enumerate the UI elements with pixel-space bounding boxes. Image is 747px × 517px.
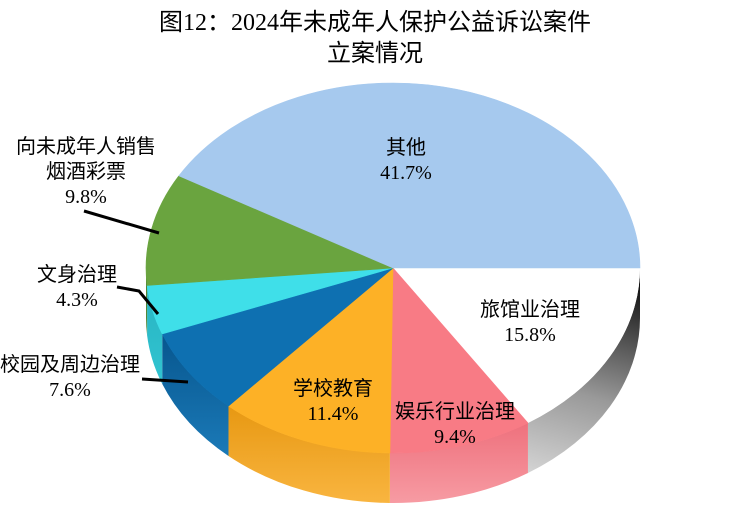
label-sell-tobacco-pct: 9.8% (65, 186, 107, 208)
label-sell-tobacco: 向未成年人销售 烟酒彩票 9.8% (16, 135, 156, 210)
leader-line-sell-tobacco (83, 209, 160, 235)
label-school-name: 学校教育 (293, 378, 373, 400)
pie-slice-other (178, 82, 641, 269)
label-campus-pct: 7.6% (49, 379, 91, 401)
pie-side-hotel (527, 268, 640, 473)
label-sell-tobacco-name-2: 烟酒彩票 (46, 161, 126, 183)
label-school-pct: 11.4% (307, 403, 359, 425)
leader-line-campus (141, 377, 189, 384)
label-sell-tobacco-name-1: 向未成年人销售 (16, 136, 156, 158)
leader-line-tattoo (116, 285, 160, 315)
label-entertainment: 娱乐行业治理 9.4% (395, 400, 515, 450)
pie-slice-sell-tobacco (145, 175, 394, 286)
pie-slice-school (228, 267, 394, 454)
pie-slice-hotel (393, 268, 640, 423)
chart-title-line2: 立案情况 (327, 41, 423, 67)
label-campus: 校园及周边治理 7.6% (0, 353, 140, 403)
pie-side-entertainment (389, 422, 528, 503)
label-tattoo: 文身治理 4.3% (37, 263, 117, 313)
chart-title-line1: 图12：2024年未成年人保护公益诉讼案件 (159, 10, 591, 36)
pie-slice-campus (161, 267, 394, 407)
label-other: 其他 41.7% (380, 136, 432, 186)
label-hotel-name: 旅馆业治理 (480, 299, 580, 321)
label-tattoo-name: 文身治理 (37, 264, 117, 286)
label-school: 学校教育 11.4% (293, 377, 373, 427)
pie-slice-entertainment (389, 267, 529, 454)
label-other-pct: 41.7% (380, 162, 432, 184)
label-hotel-pct: 15.8% (504, 324, 556, 346)
label-tattoo-pct: 4.3% (56, 289, 98, 311)
chart-title: 图12：2024年未成年人保护公益诉讼案件 立案情况 (159, 8, 591, 70)
label-entertainment-name: 娱乐行业治理 (395, 401, 515, 423)
pie-side-campus (162, 333, 229, 456)
pie-side-tattoo (147, 285, 163, 384)
label-entertainment-pct: 9.4% (434, 426, 476, 448)
pie-side-school (228, 405, 390, 503)
label-hotel: 旅馆业治理 15.8% (480, 298, 580, 348)
label-campus-name: 校园及周边治理 (0, 354, 140, 376)
label-other-name: 其他 (385, 137, 426, 159)
